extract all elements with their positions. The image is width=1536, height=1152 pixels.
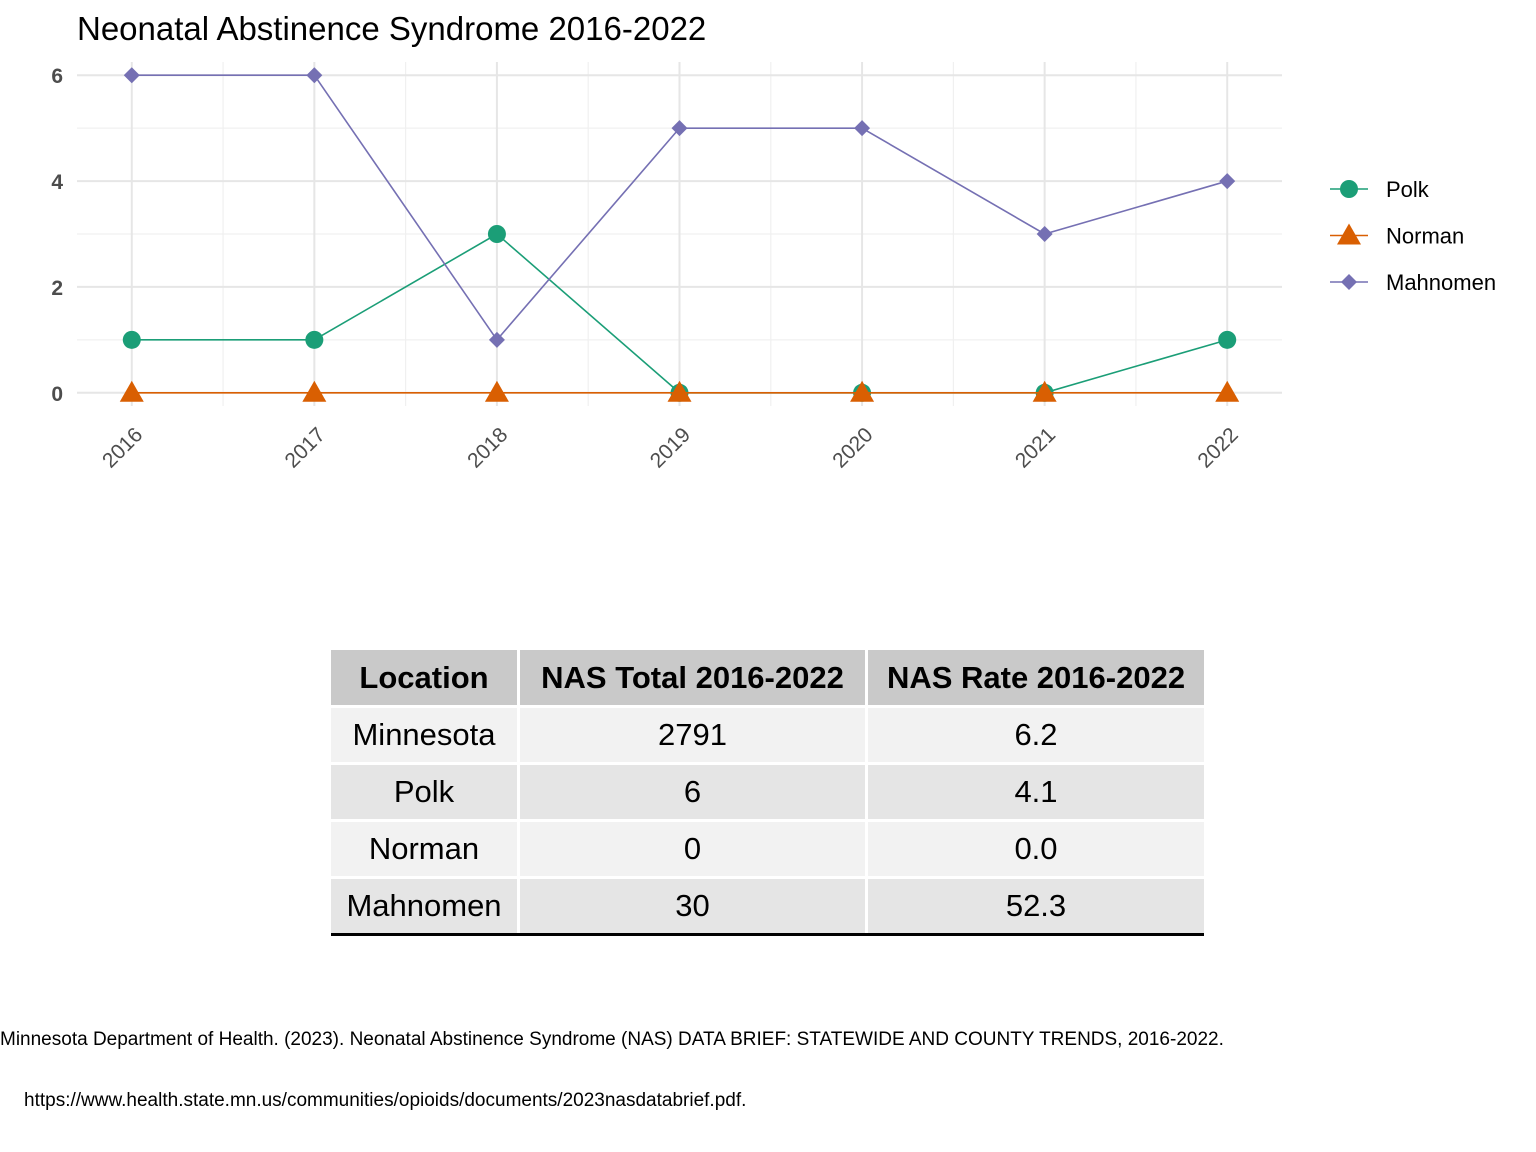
point-norman-2017 — [302, 380, 327, 402]
cell-rate: 6.2 — [866, 705, 1204, 764]
chart-title: Neonatal Abstinence Syndrome 2016-2022 — [77, 10, 706, 47]
chart-legend: Polk Norman Mahnomen — [1330, 177, 1496, 295]
legend-item-mahnomen: Mahnomen — [1330, 270, 1496, 295]
legend-label-mahnomen: Mahnomen — [1386, 270, 1496, 295]
cell-location: Norman — [331, 819, 520, 878]
cell-rate: 4.1 — [866, 762, 1204, 821]
table-header-row: Location NAS Total 2016-2022 NAS Rate 20… — [331, 650, 1204, 707]
point-polk-2018 — [487, 225, 506, 243]
header-nas-rate: NAS Rate 2016-2022 — [866, 650, 1204, 707]
cell-total: 6 — [518, 762, 868, 821]
legend-item-norman: Norman — [1330, 223, 1464, 249]
series-layer — [119, 67, 1240, 402]
point-norman-2020 — [850, 380, 875, 402]
legend-marker-mahnomen — [1341, 274, 1357, 290]
source-url: https://www.health.state.mn.us/communiti… — [24, 1090, 747, 1111]
header-nas-total: NAS Total 2016-2022 — [518, 650, 868, 707]
x-tick-label: 2020 — [828, 423, 877, 472]
table-row: Norman 0 0.0 — [331, 819, 1204, 878]
x-tick-label: 2017 — [281, 423, 330, 472]
point-mahnomen-2018 — [488, 331, 505, 348]
y-tick-label: 4 — [51, 171, 63, 194]
table-row: Minnesota 2791 6.2 — [331, 705, 1204, 764]
y-tick-label: 6 — [51, 65, 63, 88]
chart-grid — [77, 62, 1282, 406]
legend-item-polk: Polk — [1330, 177, 1430, 202]
point-norman-2018 — [484, 380, 509, 402]
x-tick-label: 2021 — [1011, 423, 1060, 472]
x-axis-ticks: 2016 2017 2018 2019 2020 2021 2022 — [98, 423, 1243, 472]
point-mahnomen-2017 — [306, 67, 323, 84]
nas-summary-table-wrapper: Location NAS Total 2016-2022 NAS Rate 20… — [331, 650, 1204, 936]
x-tick-label: 2018 — [463, 423, 512, 472]
source-citation: Minnesota Department of Health. (2023). … — [0, 1029, 1224, 1050]
point-mahnomen-2016 — [123, 67, 140, 84]
x-tick-label: 2016 — [98, 423, 147, 472]
point-norman-2021 — [1032, 380, 1057, 402]
cell-location: Minnesota — [331, 705, 520, 764]
y-axis-ticks: 0 2 4 6 — [51, 65, 63, 406]
cell-total: 30 — [518, 876, 868, 936]
legend-label-polk: Polk — [1386, 177, 1430, 202]
cell-total: 0 — [518, 819, 868, 878]
series-mahnomen — [123, 67, 1236, 348]
header-location: Location — [331, 650, 520, 707]
cell-location: Mahnomen — [331, 876, 520, 936]
series-norman — [119, 380, 1240, 402]
cell-rate: 0.0 — [866, 819, 1204, 878]
point-mahnomen-2021 — [1036, 226, 1053, 242]
x-tick-label: 2022 — [1193, 423, 1242, 472]
legend-label-norman: Norman — [1386, 224, 1464, 249]
point-norman-2019 — [667, 380, 692, 402]
table-row: Mahnomen 30 52.3 — [331, 876, 1204, 936]
y-tick-label: 0 — [51, 383, 63, 406]
cell-total: 2791 — [518, 705, 868, 764]
cell-location: Polk — [331, 762, 520, 821]
table-row: Polk 6 4.1 — [331, 762, 1204, 821]
point-mahnomen-2019 — [671, 120, 688, 137]
x-tick-label: 2019 — [646, 423, 695, 472]
point-norman-2022 — [1215, 380, 1240, 402]
nas-line-chart: Neonatal Abstinence Syndrome 2016-2022 0… — [51, 10, 1496, 473]
point-mahnomen-2020 — [854, 120, 871, 137]
point-polk-2016 — [122, 330, 141, 349]
point-polk-2017 — [305, 330, 324, 349]
legend-marker-norman — [1337, 223, 1361, 245]
legend-marker-polk — [1340, 180, 1358, 198]
point-norman-2016 — [119, 380, 144, 402]
y-tick-label: 2 — [51, 277, 63, 300]
point-mahnomen-2022 — [1219, 173, 1236, 190]
point-polk-2022 — [1218, 330, 1237, 349]
nas-summary-table: Location NAS Total 2016-2022 NAS Rate 20… — [331, 650, 1204, 936]
cell-rate: 52.3 — [866, 876, 1204, 936]
